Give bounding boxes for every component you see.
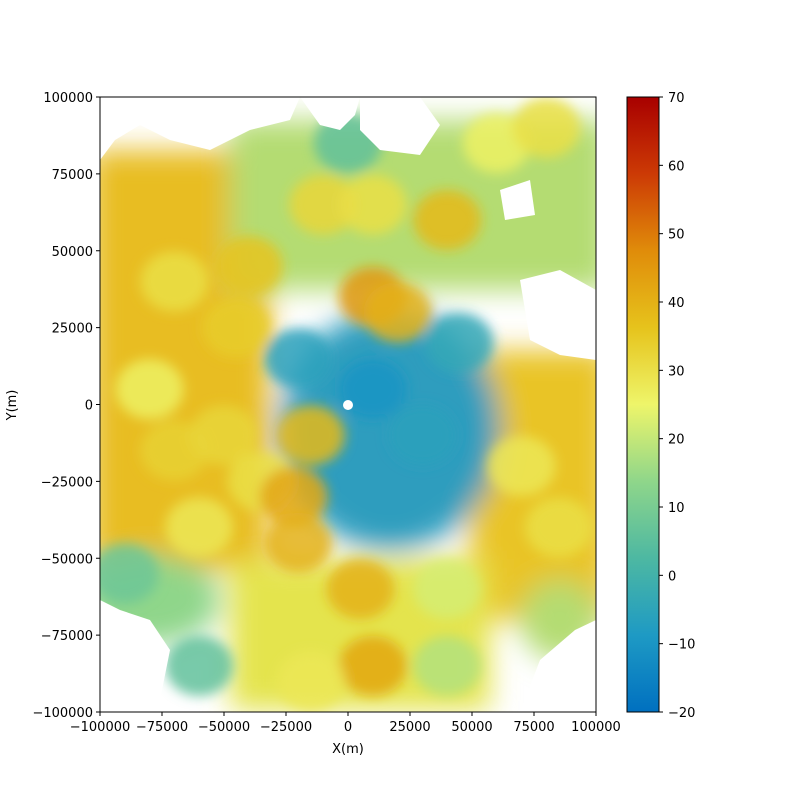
heatmap-region-27 [338, 359, 407, 420]
heatmap-region-8 [259, 466, 328, 527]
heatmap-region-9 [264, 512, 333, 573]
y-axis-label: Y(m) [5, 390, 20, 422]
heatmap-region-21 [487, 436, 556, 496]
y-axis: −100000 −75000 −50000 −25000 0 25000 50000 7500… [32, 91, 100, 721]
colorbar-tick-label: −20 [668, 706, 695, 721]
missing-data-top-center [300, 97, 360, 130]
x-tick-label: −25000 [260, 720, 312, 735]
heatmap-region-26 [165, 635, 234, 696]
y-tick-label: 25000 [52, 322, 93, 337]
plot-area [100, 97, 596, 712]
heatmap-region-17 [338, 174, 407, 235]
heatmap-region-0 [140, 251, 209, 312]
colorbar-tick-label: 70 [668, 91, 685, 106]
missing-data-east-hole [520, 270, 596, 360]
colorbar-gradient [626, 96, 660, 713]
heatmap-region-24 [413, 635, 482, 696]
missing-data-southwest [100, 600, 170, 712]
heatmap-region-5 [190, 405, 258, 466]
heatmap-region-7 [165, 497, 234, 558]
colorbar-tick-label: 0 [668, 569, 676, 584]
colorbar: −20 −10 0 10 20 30 40 50 60 70 [626, 91, 695, 721]
y-tick-label: 75000 [52, 168, 93, 183]
x-tick-label: 25000 [389, 720, 430, 735]
heatmap-region-30 [264, 328, 333, 389]
heatmap-region-3 [115, 359, 184, 420]
x-tick-label: 75000 [513, 720, 554, 735]
colorbar-ticks: −20 −10 0 10 20 30 40 50 60 70 [659, 91, 695, 721]
missing-data-top-gap [360, 97, 440, 155]
heatmap-region-28 [388, 405, 457, 466]
x-tick-label: 100000 [571, 720, 621, 735]
colorbar-tick-label: 20 [668, 433, 685, 448]
colorbar-tick-label: 50 [668, 228, 685, 243]
missing-data-regions [100, 97, 596, 712]
heatmap-regions [100, 97, 593, 712]
colorbar-tick-label: −10 [668, 638, 695, 653]
x-axis: −100000 −75000 −50000 −25000 0 25000 50000 7500… [70, 712, 621, 735]
heatmap-region-25 [100, 543, 159, 604]
colorbar-tick-label: 60 [668, 159, 685, 174]
y-tick-label: −50000 [41, 552, 93, 567]
heatmap-region-13 [276, 651, 345, 712]
y-tick-label: −75000 [41, 629, 93, 644]
heatmap-region-11 [326, 559, 395, 619]
heatmap-region-29 [425, 313, 494, 373]
y-tick-label: 100000 [43, 91, 93, 106]
x-tick-label: −100000 [70, 720, 131, 735]
missing-data-top-left [100, 97, 300, 160]
heatmap-region-22 [524, 497, 593, 558]
heatmap-region-15 [363, 282, 432, 343]
heatmap-region-16 [289, 174, 358, 235]
heatmap-region-20 [512, 97, 581, 158]
colorbar-tick-label: 40 [668, 296, 685, 311]
colorbar-tick-label: 30 [668, 364, 685, 379]
colorbar-tick-label: 10 [668, 501, 685, 516]
y-tick-label: 50000 [52, 245, 93, 260]
heatmap-region-12 [338, 635, 407, 696]
heatmap-region-2 [202, 297, 271, 358]
x-tick-label: 0 [344, 720, 352, 735]
x-tick-label: −75000 [136, 720, 188, 735]
heatmap-region-1 [214, 236, 283, 297]
missing-data-northeast-hole [500, 180, 535, 220]
x-tick-label: −50000 [198, 720, 250, 735]
y-tick-label: −100000 [32, 706, 93, 721]
y-tick-label: −25000 [41, 475, 93, 490]
x-axis-label: X(m) [332, 742, 364, 757]
y-tick-label: 0 [85, 399, 93, 414]
missing-data-southeast [520, 620, 596, 712]
x-tick-label: 50000 [451, 720, 492, 735]
heatmap-region-10 [276, 405, 345, 466]
missing-data-center-dot [343, 400, 353, 410]
heatmap-region-23 [413, 559, 482, 619]
heatmap-region-18 [413, 190, 482, 250]
